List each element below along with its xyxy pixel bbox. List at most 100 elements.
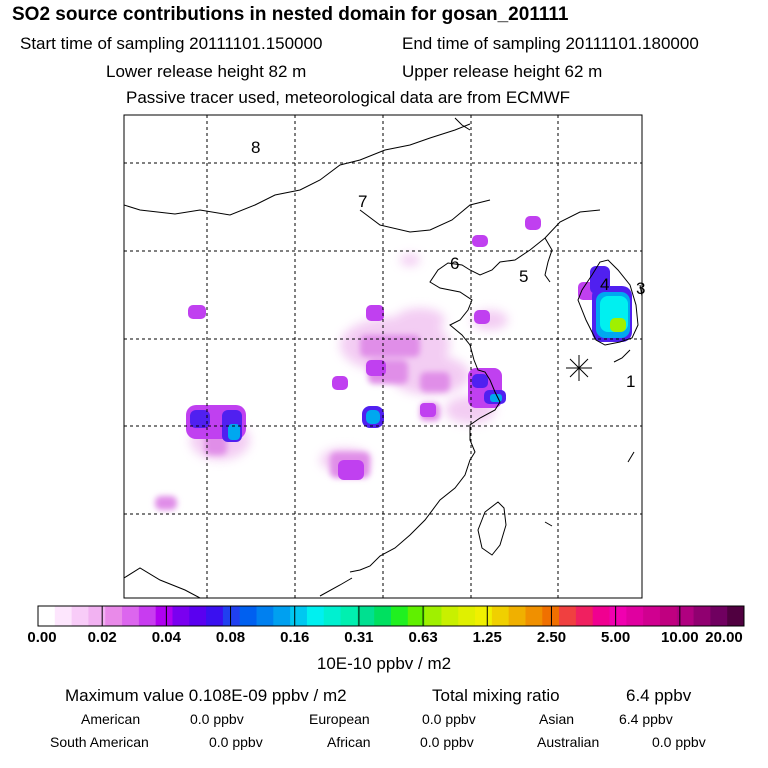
region-value-asian: 6.4 ppbv: [619, 711, 673, 727]
plume-peak: [610, 318, 626, 332]
colorbar-tick-label: 0.02: [87, 629, 117, 646]
colorbar-swatch: [542, 606, 560, 626]
region-name-african: African: [327, 734, 371, 750]
region-label-8: 8: [251, 138, 260, 157]
colorbar-swatch: [256, 606, 274, 626]
colorbar-swatch: [592, 606, 611, 626]
colorbar-swatch: [525, 606, 543, 626]
colorbar-swatch: [38, 606, 56, 626]
colorbar-swatch: [676, 606, 695, 626]
region-label-6: 6: [450, 254, 459, 273]
figure-title: SO2 source contributions in nested domai…: [12, 4, 569, 25]
colorbar-swatches: [37, 606, 745, 626]
colorbar-swatch: [357, 606, 375, 626]
colorbar-tick-label: 20.00: [705, 629, 743, 646]
plume-spot: [525, 216, 541, 230]
colorbar-swatch: [155, 606, 173, 626]
tracer-note: Passive tracer used, meteorological data…: [126, 88, 571, 107]
region-value-australian: 0.0 ppbv: [652, 734, 706, 750]
colorbar-tick-label: 0.00: [27, 629, 57, 646]
colorbar-swatch: [391, 606, 409, 626]
colorbar-swatch: [643, 606, 661, 626]
region-name-american: American: [81, 711, 141, 727]
colorbar-swatch: [609, 606, 627, 626]
colorbar-swatch: [71, 606, 89, 626]
colorbar-frame: [37, 605, 745, 627]
lower-release-label: Lower release height 82 m: [106, 62, 307, 81]
plume-core: [366, 410, 380, 424]
region-value-european: 0.0 ppbv: [422, 711, 476, 727]
colorbar-swatch: [222, 606, 241, 626]
region-label-1: 1: [626, 372, 635, 391]
colorbar-swatch: [374, 606, 392, 626]
colorbar-tick-label: 10.00: [661, 629, 699, 646]
start-time-label: Start time of sampling 20111101.150000: [20, 34, 323, 53]
colorbar-swatch: [475, 606, 493, 626]
colorbar-tick-label: 5.00: [601, 629, 631, 646]
colorbar-swatch: [189, 606, 207, 626]
region-value-south-american: 0.0 ppbv: [209, 734, 263, 750]
plume-spot: [420, 403, 436, 417]
colorbar-swatch: [559, 606, 577, 626]
region-name-australian: Australian: [537, 734, 600, 750]
colorbar-swatch: [458, 606, 476, 626]
colorbar-swatch: [424, 606, 442, 626]
plume-core: [472, 374, 488, 388]
region-name-european: European: [309, 711, 370, 727]
colorbar-swatch: [54, 606, 73, 626]
colorbar-swatch: [693, 606, 711, 626]
colorbar-swatch: [88, 606, 106, 626]
colorbar-tick-label: 1.25: [472, 629, 502, 646]
region-value-african: 0.0 ppbv: [420, 734, 474, 750]
colorbar-swatch: [441, 606, 459, 626]
colorbar-swatch: [626, 606, 644, 626]
colorbar-swatch: [659, 606, 678, 626]
colorbar-swatch: [206, 606, 224, 626]
total-mixing-label: Total mixing ratio: [432, 686, 560, 705]
colorbar-swatch: [122, 606, 140, 626]
colorbar-tick-label: 0.16: [280, 629, 310, 646]
region-name-asian: Asian: [539, 711, 575, 727]
colorbar-tick-label: 0.04: [151, 629, 181, 646]
end-time-label: End time of sampling 20111101.180000: [402, 34, 699, 53]
grid-lines: [124, 115, 642, 598]
colorbar-swatch: [172, 606, 190, 626]
plume-core: [228, 424, 240, 440]
colorbar-swatch: [273, 606, 291, 626]
concentration-field: [124, 115, 642, 598]
colorbar-swatch: [239, 606, 258, 626]
plume-spot: [338, 460, 364, 480]
coastline: [124, 117, 642, 598]
region-value-american: 0.0 ppbv: [190, 711, 244, 727]
plume-spot: [366, 360, 386, 376]
total-mixing-value: 6.4 ppbv: [626, 686, 692, 705]
colorbar-swatch: [491, 606, 510, 626]
plume-spot: [472, 235, 488, 247]
region-label-4: 4: [600, 275, 609, 294]
plume-spot: [366, 305, 384, 321]
plume-spot: [188, 305, 206, 319]
receptor-station-marker: [566, 355, 592, 381]
colorbar-swatch: [727, 606, 745, 626]
colorbar-swatch: [340, 606, 358, 626]
region-label-7: 7: [358, 192, 367, 211]
region-name-south-american: South American: [50, 734, 149, 750]
colorbar-swatch: [710, 606, 728, 626]
colorbar-swatch: [407, 606, 426, 626]
colorbar-tick-label: 0.08: [215, 629, 246, 646]
colorbar-swatch: [323, 606, 342, 626]
region-label-3: 3: [636, 279, 645, 298]
colorbar-swatch: [138, 606, 157, 626]
max-value-label: Maximum value 0.108E-09 ppbv / m2: [65, 686, 347, 705]
colorbar-swatch: [575, 606, 594, 626]
colorbar-swatch: [508, 606, 526, 626]
plume-core: [190, 410, 210, 428]
colorbar-swatch: [306, 606, 325, 626]
colorbar-unit: 10E-10 ppbv / m2: [316, 654, 452, 673]
plume-spot: [332, 376, 348, 390]
plume-spot: [474, 310, 490, 324]
upper-release-label: Upper release height 62 m: [402, 62, 603, 81]
colorbar-tick-label: 0.31: [344, 629, 374, 646]
